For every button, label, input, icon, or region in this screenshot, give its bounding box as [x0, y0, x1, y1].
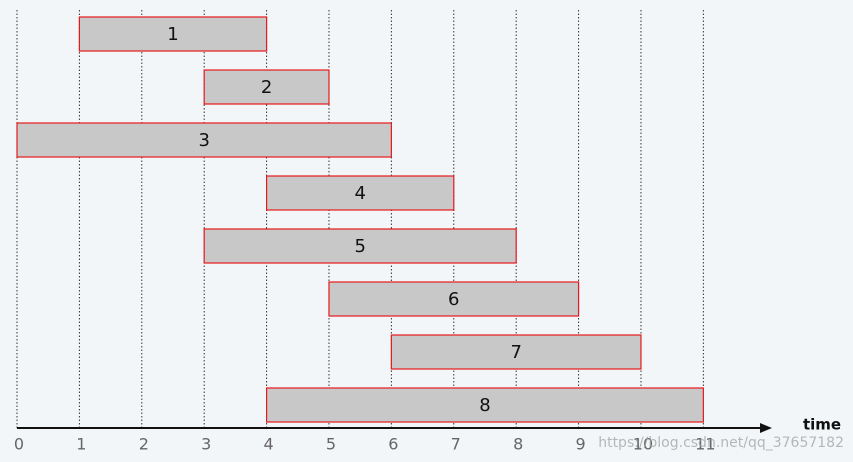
interval-bar: [78, 16, 268, 52]
x-axis-label: time: [803, 416, 841, 434]
interval-label: 6: [448, 289, 459, 310]
interval-label: 8: [479, 395, 490, 416]
x-axis-arrow: [760, 423, 772, 433]
interval-bar: [265, 175, 455, 211]
interval-bar: [265, 387, 704, 423]
interval-label: 2: [261, 77, 272, 98]
interval-bar: [203, 69, 330, 105]
interval-label: 4: [354, 183, 365, 204]
x-tick-label: 11: [695, 435, 715, 454]
interval-label: 3: [198, 130, 209, 151]
x-tick-label: 8: [513, 435, 523, 454]
x-tick-label: 3: [201, 435, 211, 454]
interval-label: 5: [354, 236, 365, 257]
watermark: https://blog.csdn.net/qq_37657182: [598, 435, 844, 451]
x-tick-label: 2: [139, 435, 149, 454]
x-tick-label: 1: [76, 435, 86, 454]
x-tick-label: 9: [575, 435, 585, 454]
x-tick-label: 0: [14, 435, 24, 454]
interval-label: 7: [510, 342, 521, 363]
interval-label: 1: [167, 24, 178, 45]
interval-bar: [390, 334, 642, 370]
x-tick-label: 7: [451, 435, 461, 454]
x-tick-label: 4: [263, 435, 273, 454]
interval-bar: [16, 122, 392, 158]
interval-bar: [203, 228, 517, 264]
x-tick-label: 6: [388, 435, 398, 454]
interval-bar: [328, 281, 580, 317]
x-tick-label: 10: [633, 435, 653, 454]
x-tick-label: 5: [326, 435, 336, 454]
